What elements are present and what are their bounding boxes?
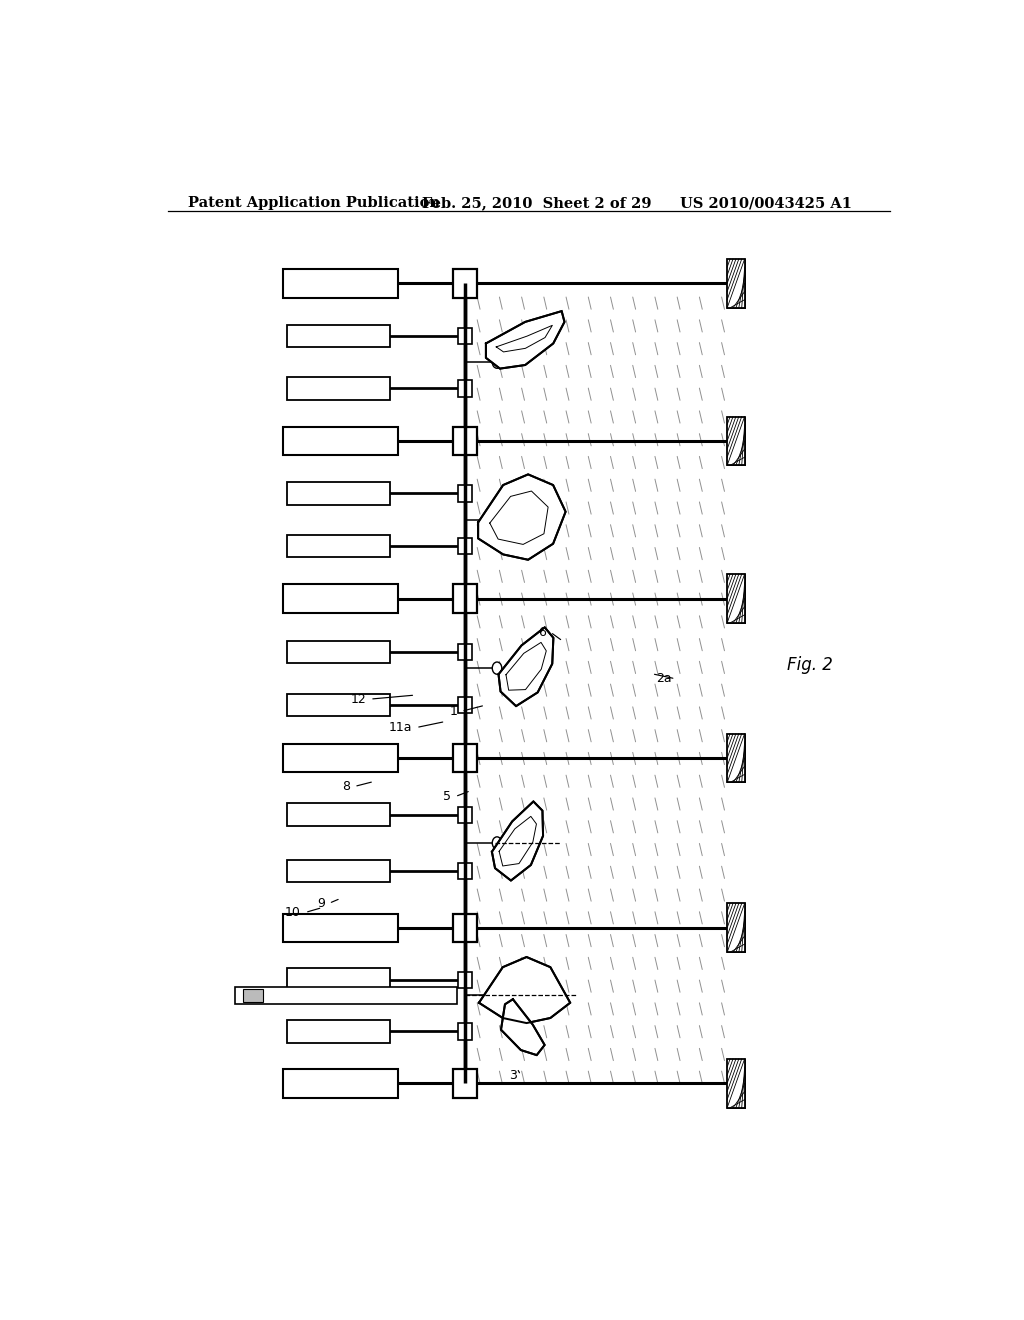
Bar xyxy=(287,535,390,557)
Bar xyxy=(727,903,744,952)
Bar xyxy=(283,1069,397,1097)
Bar xyxy=(454,744,477,772)
Polygon shape xyxy=(492,801,543,880)
Bar xyxy=(243,989,263,1002)
Bar xyxy=(458,697,472,713)
Bar xyxy=(458,1023,472,1040)
Bar xyxy=(727,417,744,466)
Bar xyxy=(454,269,477,297)
Bar xyxy=(287,861,390,882)
Text: 1: 1 xyxy=(450,705,458,718)
Text: 3: 3 xyxy=(509,1069,517,1081)
Bar xyxy=(287,969,390,991)
Bar xyxy=(458,972,472,987)
Bar xyxy=(283,585,397,612)
Circle shape xyxy=(493,663,502,675)
Text: 9: 9 xyxy=(317,896,325,909)
Bar xyxy=(727,734,744,783)
Circle shape xyxy=(493,837,502,849)
Bar xyxy=(727,259,744,308)
Bar xyxy=(236,987,458,1003)
Bar xyxy=(458,807,472,822)
Text: 2a: 2a xyxy=(656,672,672,685)
Bar xyxy=(454,585,477,612)
Bar xyxy=(283,913,397,942)
Bar xyxy=(454,1069,477,1097)
Text: Patent Application Publication: Patent Application Publication xyxy=(187,195,439,210)
Bar xyxy=(287,1020,390,1043)
Circle shape xyxy=(493,989,502,1002)
Polygon shape xyxy=(499,627,553,706)
Bar xyxy=(287,694,390,715)
Bar xyxy=(283,426,397,455)
Circle shape xyxy=(493,513,502,525)
Bar xyxy=(727,1059,744,1107)
Bar xyxy=(287,325,390,347)
Bar xyxy=(458,863,472,879)
Bar xyxy=(287,378,390,400)
Polygon shape xyxy=(501,999,545,1055)
Text: 5: 5 xyxy=(443,791,451,803)
Circle shape xyxy=(493,356,502,368)
Text: Feb. 25, 2010  Sheet 2 of 29: Feb. 25, 2010 Sheet 2 of 29 xyxy=(422,195,651,210)
Bar xyxy=(454,426,477,455)
Bar xyxy=(458,644,472,660)
Bar xyxy=(458,327,472,345)
Text: Fig. 2: Fig. 2 xyxy=(786,656,833,673)
Bar xyxy=(454,913,477,942)
Bar xyxy=(283,269,397,297)
Polygon shape xyxy=(479,957,570,1023)
Bar xyxy=(287,640,390,663)
Bar xyxy=(283,744,397,772)
Bar xyxy=(287,482,390,504)
Bar xyxy=(458,380,472,396)
Bar xyxy=(727,574,744,623)
Text: 12: 12 xyxy=(350,693,367,706)
Text: US 2010/0043425 A1: US 2010/0043425 A1 xyxy=(680,195,852,210)
Text: 10: 10 xyxy=(285,906,301,919)
Bar xyxy=(458,486,472,502)
Text: 11a: 11a xyxy=(389,721,412,734)
Text: 6: 6 xyxy=(539,626,546,639)
Bar xyxy=(458,537,472,554)
Bar xyxy=(287,804,390,826)
Text: 8: 8 xyxy=(342,780,350,793)
Polygon shape xyxy=(478,474,565,560)
Polygon shape xyxy=(486,312,564,368)
